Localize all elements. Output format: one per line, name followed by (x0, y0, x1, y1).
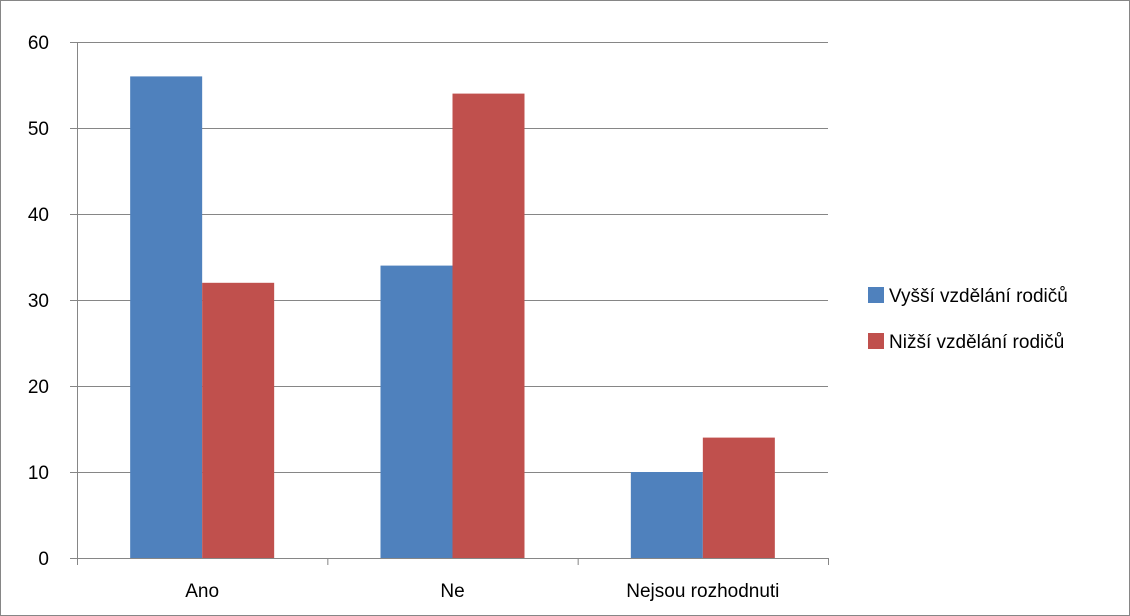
y-tick-label: 20 (28, 377, 49, 398)
legend-label: Vyšší vzdělání rodičů (889, 286, 1068, 307)
y-tick-label: 0 (38, 549, 49, 570)
bar-series-2 (702, 437, 775, 558)
y-tick-label: 10 (28, 463, 49, 484)
x-tick-label: Nejsou rozhodnuti (626, 581, 779, 602)
y-axis-tick-labels: 0 10 20 30 40 50 60 (28, 33, 49, 570)
y-tick-label: 30 (28, 291, 49, 312)
bar-series-1 (630, 472, 703, 558)
x-axis-tick-labels: Ano Ne Nejsou rozhodnuti (185, 581, 779, 602)
bar-series-1 (380, 265, 453, 558)
x-tick-label: Ano (185, 581, 219, 602)
bars (130, 76, 775, 559)
legend-label: Nižší vzdělání rodičů (889, 332, 1064, 353)
legend-swatch (868, 333, 884, 349)
x-tick-label: Ne (440, 581, 464, 602)
y-tick-label: 40 (28, 205, 49, 226)
legend: Vyšší vzdělání rodičů Nižší vzdělání rodi… (868, 286, 1068, 353)
bar-series-1 (130, 76, 203, 559)
y-tick-label: 60 (28, 33, 49, 54)
legend-swatch (868, 287, 884, 303)
axes (70, 42, 829, 565)
bar-series-2 (202, 282, 275, 558)
bar-series-2 (452, 93, 525, 558)
y-tick-label: 50 (28, 119, 49, 140)
